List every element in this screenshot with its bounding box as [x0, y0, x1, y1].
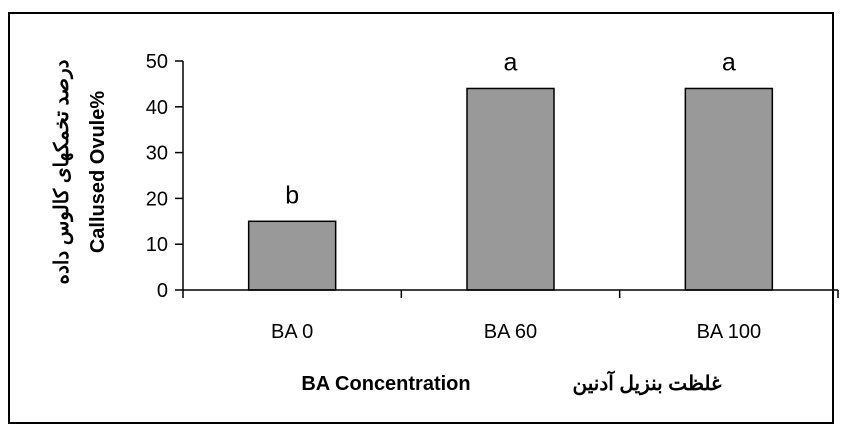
x-tick-label: BA 60	[484, 321, 537, 343]
y-tick-label: 40	[146, 97, 168, 119]
x-tick-label: BA 0	[271, 321, 313, 343]
x-tick-label: BA 100	[697, 321, 762, 343]
bar	[247, 220, 337, 291]
y-tick-label: 10	[146, 234, 168, 256]
y-tick-label: 20	[146, 188, 168, 210]
bars: b a a	[247, 48, 774, 291]
bar	[684, 87, 774, 291]
y-axis: 0 10 20 30 40 50	[146, 51, 184, 302]
bar	[466, 87, 555, 291]
y-axis-title-persian: درصد تخمکهای کالوس داده	[51, 59, 74, 284]
y-tick-label: 50	[146, 51, 168, 73]
y-axis-title: Callused Ovule%	[87, 91, 109, 253]
y-tick-label: 0	[157, 280, 168, 302]
data-label: a	[504, 48, 518, 76]
data-label: b	[285, 181, 299, 209]
data-label: a	[722, 48, 736, 76]
x-axis: BA 0 BA 60 BA 100	[182, 289, 839, 343]
x-axis-title: BA Concentration	[301, 373, 470, 395]
x-axis-title-persian: غلظت بنزیل آدنین	[573, 370, 722, 396]
y-tick-label: 30	[146, 143, 168, 165]
